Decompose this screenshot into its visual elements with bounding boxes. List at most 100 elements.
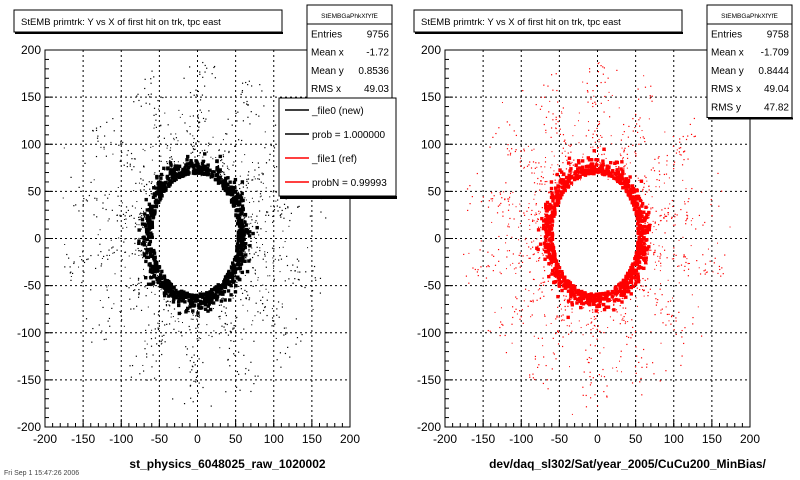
halo-hit bbox=[124, 266, 126, 268]
spoke-hit bbox=[590, 397, 592, 399]
ring-hit bbox=[634, 255, 638, 259]
spoke-hit bbox=[639, 381, 641, 383]
halo-hit bbox=[233, 281, 235, 283]
spoke-hit bbox=[679, 138, 681, 140]
halo-hit bbox=[578, 112, 580, 114]
halo-hit bbox=[558, 273, 560, 275]
halo-hit bbox=[128, 255, 130, 257]
ring-hit bbox=[630, 198, 635, 202]
ring-hit bbox=[159, 176, 163, 180]
halo-hit bbox=[237, 279, 239, 281]
spoke-hit bbox=[189, 329, 191, 331]
spoke-hit bbox=[154, 277, 156, 279]
spoke-hit bbox=[219, 315, 221, 317]
spoke-hit bbox=[509, 152, 512, 154]
spoke-hit bbox=[562, 107, 564, 109]
spoke-hit bbox=[226, 133, 228, 135]
spoke-hit bbox=[628, 125, 630, 128]
halo-hit bbox=[123, 219, 125, 221]
ring-hit bbox=[553, 208, 557, 213]
spoke-hit bbox=[644, 252, 646, 254]
spoke-hit bbox=[106, 289, 108, 291]
spoke-hit bbox=[622, 307, 624, 309]
ring-hit bbox=[543, 235, 548, 239]
spoke-hit bbox=[600, 65, 602, 67]
halo-hit bbox=[533, 293, 535, 295]
spoke-hit bbox=[250, 259, 252, 261]
halo-hit bbox=[579, 295, 581, 297]
ring-hit bbox=[222, 180, 227, 184]
spoke-hit bbox=[639, 117, 641, 119]
spoke-hit bbox=[558, 188, 560, 190]
stats-value: -1.709 bbox=[761, 48, 790, 59]
ring-hit bbox=[562, 278, 566, 283]
spoke-hit bbox=[621, 319, 623, 321]
ring-hit bbox=[636, 248, 640, 253]
spoke-hit bbox=[542, 284, 545, 286]
spoke-hit bbox=[276, 205, 278, 207]
ring-hit bbox=[198, 302, 203, 306]
spoke-hit bbox=[237, 351, 240, 353]
spoke-hit bbox=[211, 335, 213, 338]
spoke-hit bbox=[208, 142, 210, 144]
ring-hit bbox=[536, 247, 540, 252]
ring-hit bbox=[550, 272, 554, 276]
halo-hit bbox=[220, 178, 222, 180]
spoke-hit bbox=[717, 272, 719, 275]
ring-hit bbox=[226, 182, 230, 187]
spoke-hit bbox=[590, 357, 592, 360]
halo-hit bbox=[168, 169, 170, 171]
halo-hit bbox=[228, 188, 230, 190]
stats-label: RMS x bbox=[711, 84, 741, 95]
halo-hit bbox=[612, 367, 614, 369]
stats-label: Mean y bbox=[311, 66, 344, 77]
spoke-hit bbox=[152, 354, 154, 356]
spoke-hit bbox=[167, 300, 169, 302]
spoke-hit bbox=[253, 340, 255, 342]
spoke-hit bbox=[153, 269, 155, 271]
spoke-hit bbox=[554, 283, 556, 285]
halo-hit bbox=[247, 233, 249, 235]
spoke-hit bbox=[547, 388, 549, 390]
x-tick-label: -200 bbox=[33, 432, 57, 446]
spoke-hit bbox=[119, 160, 121, 162]
halo-hit bbox=[200, 175, 202, 177]
spoke-hit bbox=[635, 191, 638, 193]
halo-hit bbox=[513, 268, 515, 270]
spoke-hit bbox=[261, 172, 263, 174]
halo-hit bbox=[568, 144, 570, 146]
spoke-hit bbox=[480, 240, 482, 242]
spoke-hit bbox=[541, 291, 543, 293]
ring-hit bbox=[146, 255, 151, 259]
halo-hit bbox=[251, 247, 253, 249]
halo-hit bbox=[187, 297, 189, 299]
halo-hit bbox=[284, 241, 286, 243]
spoke-hit bbox=[649, 97, 651, 99]
spoke-hit bbox=[145, 295, 147, 297]
ring-hit bbox=[168, 284, 172, 289]
spoke-hit bbox=[547, 252, 549, 254]
halo-hit bbox=[520, 157, 522, 159]
halo-hit bbox=[166, 147, 168, 149]
spoke-hit bbox=[551, 368, 553, 370]
halo-hit bbox=[99, 300, 101, 302]
ring-hit bbox=[569, 181, 574, 185]
halo-hit bbox=[641, 200, 643, 202]
ring-hit bbox=[229, 200, 234, 204]
spoke-hit bbox=[553, 353, 555, 355]
halo-hit bbox=[257, 279, 259, 281]
spoke-hit bbox=[472, 267, 474, 269]
y-tick-label: 100 bbox=[421, 137, 441, 151]
halo-hit bbox=[548, 234, 550, 236]
ring-hit bbox=[636, 219, 641, 224]
spoke-hit bbox=[298, 260, 300, 262]
spoke-hit bbox=[268, 159, 271, 161]
halo-hit bbox=[161, 190, 163, 192]
spoke-hit bbox=[241, 82, 244, 84]
spoke-hit bbox=[261, 302, 264, 305]
ring-hit bbox=[601, 302, 606, 307]
spoke-hit bbox=[215, 169, 217, 171]
spoke-hit bbox=[149, 103, 151, 105]
spoke-hit bbox=[559, 128, 561, 130]
spoke-hit bbox=[559, 133, 561, 135]
